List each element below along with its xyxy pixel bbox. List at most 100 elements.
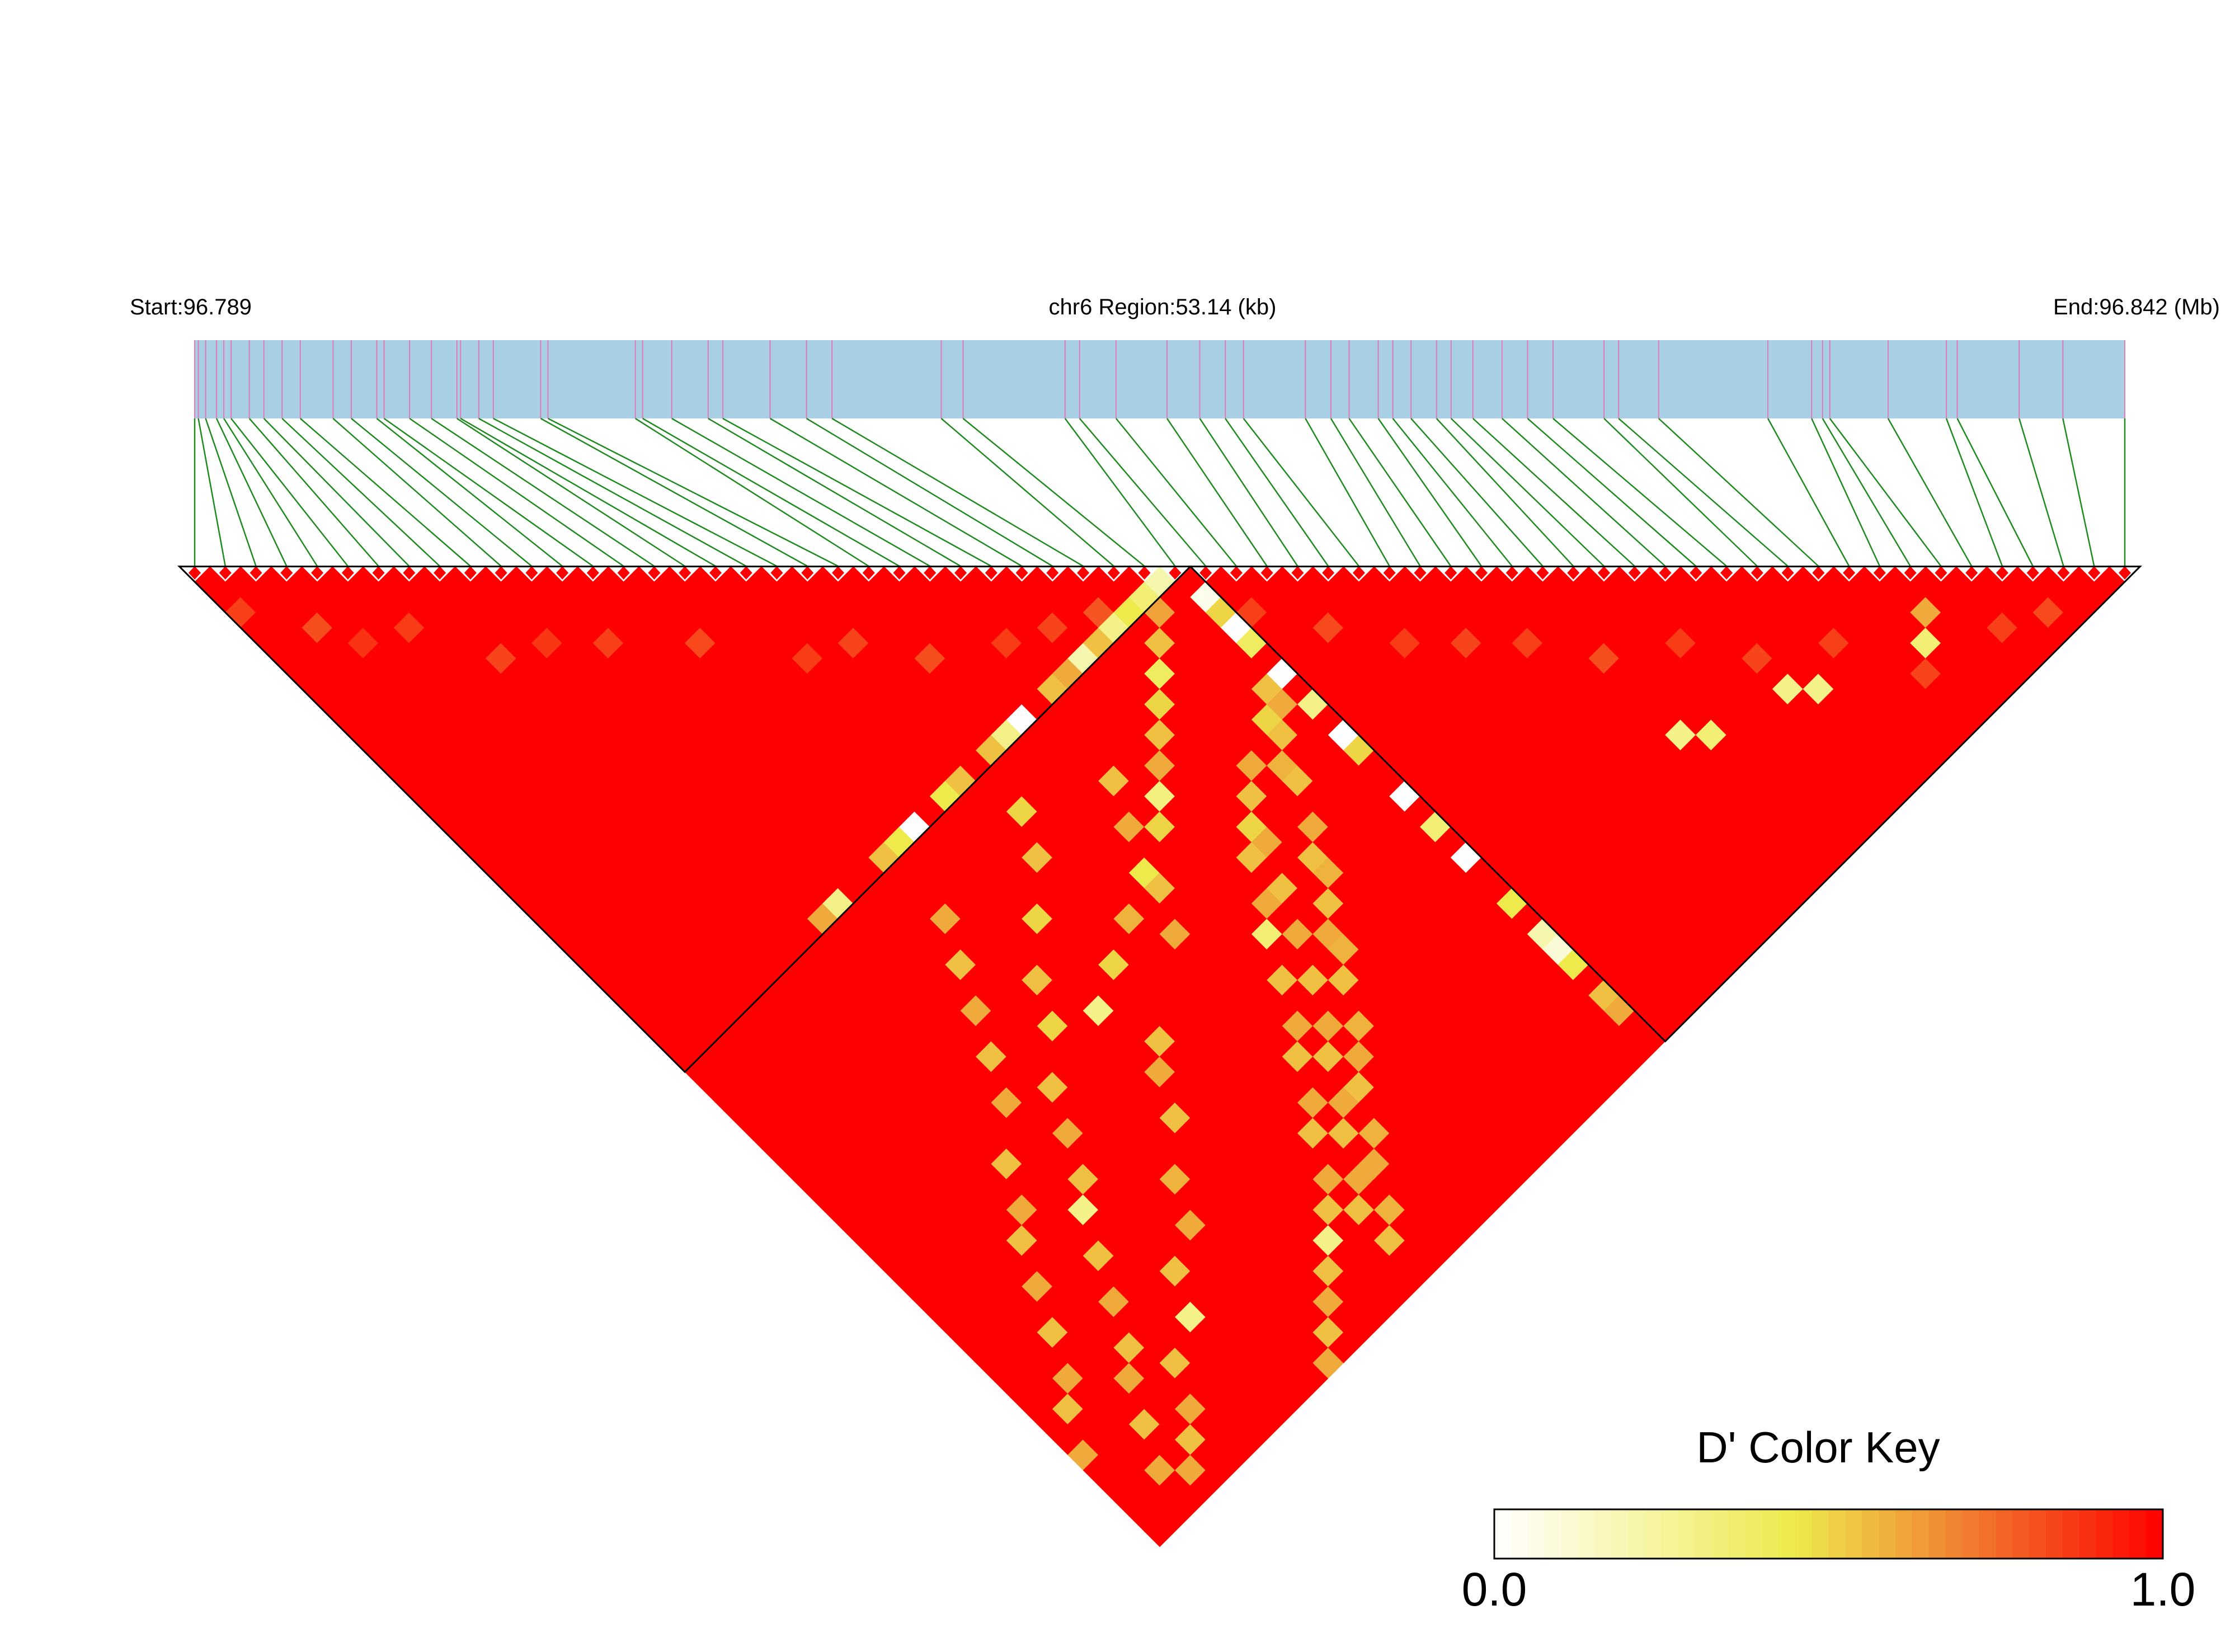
- snp-marker: [617, 566, 630, 580]
- color-key-segment: [2129, 1509, 2147, 1559]
- snp-connector-line: [806, 417, 1053, 567]
- snp-marker: [1720, 566, 1733, 580]
- snp-marker: [1904, 566, 1917, 580]
- snp-marker: [1843, 566, 1856, 580]
- snp-connector-line: [1822, 418, 1911, 567]
- snp-connector-line: [1658, 418, 1819, 567]
- snp-connector-line: [478, 417, 747, 567]
- snp-connector-line: [493, 417, 778, 567]
- snp-connector-line: [1410, 418, 1544, 567]
- snp-marker: [1414, 566, 1427, 580]
- snp-marker: [1015, 566, 1028, 580]
- color-key-segment: [1845, 1509, 1862, 1559]
- color-key-segment: [2029, 1509, 2046, 1559]
- snp-marker: [372, 566, 385, 580]
- snp-connector-line: [248, 418, 379, 567]
- snp-connector-line: [2018, 418, 2064, 567]
- color-key-segment: [1811, 1509, 1829, 1559]
- color-key-segment: [1628, 1509, 1645, 1559]
- color-key-segment: [2012, 1509, 2030, 1559]
- snp-connector-line: [1330, 418, 1421, 567]
- snp-connector-line: [1243, 418, 1359, 567]
- snp-connector-line: [1767, 418, 1850, 567]
- snp-marker: [924, 566, 937, 580]
- snp-marker: [1781, 566, 1794, 580]
- snp-connector-line: [409, 417, 624, 567]
- snp-connector-line: [940, 418, 1114, 567]
- color-key-gradient: [1493, 1508, 2164, 1560]
- snp-marker: [1475, 566, 1488, 580]
- snp-marker: [770, 566, 783, 580]
- snp-connector-line: [547, 417, 839, 567]
- color-key-segment: [1728, 1509, 1745, 1559]
- snp-marker: [1751, 566, 1763, 580]
- snp-connector-line: [1115, 418, 1237, 567]
- snp-marker: [2026, 566, 2039, 580]
- snp-connector-line: [263, 418, 410, 567]
- color-key-segment: [1996, 1509, 2013, 1559]
- snp-marker: [1046, 566, 1059, 580]
- snp-connector-line: [671, 417, 930, 567]
- snp-connector-line: [1225, 418, 1329, 567]
- color-key-segment: [1862, 1509, 1879, 1559]
- snp-marker: [219, 566, 232, 580]
- color-key-segment: [1578, 1509, 1595, 1559]
- snp-marker: [280, 566, 293, 580]
- snp-connector-line: [1945, 418, 2003, 567]
- snp-connector-line: [1527, 418, 1697, 567]
- snp-connector-line: [299, 418, 471, 567]
- color-key-segment: [1912, 1509, 1930, 1559]
- color-key-segment: [1527, 1509, 1545, 1559]
- snp-connector-line: [540, 417, 808, 567]
- snp-connector-line: [831, 417, 1084, 567]
- snp-connector-line: [1618, 418, 1789, 567]
- snp-marker: [1659, 566, 1672, 580]
- color-key-segment: [2045, 1509, 2063, 1559]
- snp-connector-line: [1064, 418, 1176, 567]
- color-key-segment: [1945, 1509, 1963, 1559]
- color-key-segment: [1711, 1509, 1729, 1559]
- snp-connector-line: [1956, 418, 2034, 567]
- snp-marker: [586, 566, 599, 580]
- snp-connector-line: [1348, 418, 1452, 567]
- snp-connector-line: [281, 418, 440, 567]
- snp-marker: [1138, 566, 1151, 580]
- snp-marker: [648, 566, 661, 580]
- color-key-segment: [1979, 1509, 1996, 1559]
- snp-connector-line: [456, 417, 685, 567]
- color-key-max-label: 1.0: [2130, 1563, 2196, 1616]
- snp-connector-line: [1392, 418, 1513, 567]
- snp-connector-line: [431, 417, 655, 567]
- snp-marker: [1812, 566, 1825, 580]
- snp-marker: [1107, 566, 1120, 580]
- color-key-min-label: 0.0: [1462, 1563, 1527, 1616]
- snp-marker: [250, 566, 262, 580]
- snp-connector-line: [1829, 418, 1942, 567]
- color-key-segment: [2112, 1509, 2130, 1559]
- color-key-segment: [1962, 1509, 1979, 1559]
- color-key-segment: [1594, 1509, 1612, 1559]
- snp-connector-line: [460, 417, 716, 567]
- color-key-segment: [1795, 1509, 1813, 1559]
- color-key-segment: [1494, 1509, 1512, 1559]
- color-key-segment: [1778, 1509, 1796, 1559]
- color-key-segment: [1611, 1509, 1629, 1559]
- region-label: chr6 Region:53.14 (kb): [1049, 295, 1277, 319]
- color-key-segment: [1928, 1509, 1946, 1559]
- snp-connector-line: [1811, 418, 1881, 567]
- color-key-segment: [1561, 1509, 1578, 1559]
- color-key: D' Color Key 0.0 1.0: [1462, 1423, 2196, 1616]
- snp-marker: [679, 566, 691, 580]
- snp-marker: [1352, 566, 1365, 580]
- color-key-segment: [2146, 1509, 2163, 1559]
- ld-heatmap: [194, 566, 2125, 1547]
- snp-connector-line: [376, 418, 563, 567]
- color-key-border: [1493, 1508, 2164, 1560]
- snp-marker: [1965, 566, 1978, 580]
- snp-marker: [1230, 566, 1243, 580]
- color-key-segment: [1644, 1509, 1662, 1559]
- snp-connector-line: [1472, 418, 1635, 567]
- snp-connector-line: [1199, 418, 1298, 567]
- snp-marker: [2119, 566, 2131, 580]
- color-key-segment: [1895, 1509, 1913, 1559]
